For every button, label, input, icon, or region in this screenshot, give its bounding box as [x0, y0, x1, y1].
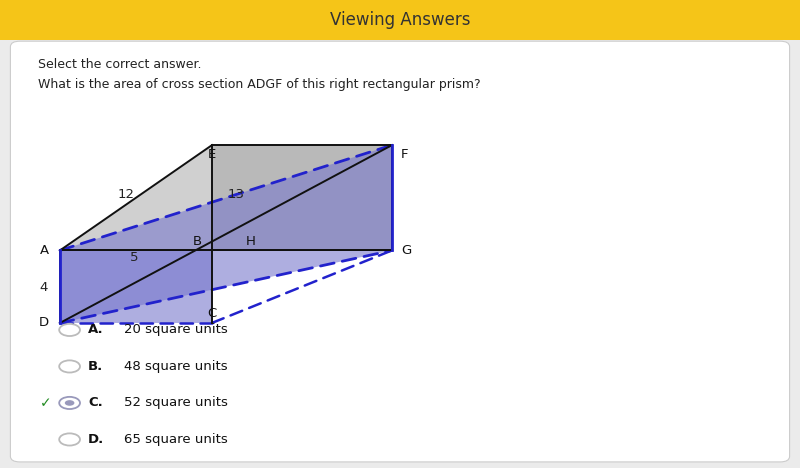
Text: 20 square units: 20 square units — [124, 323, 228, 336]
Circle shape — [59, 397, 80, 409]
Polygon shape — [212, 145, 392, 250]
Text: A: A — [39, 244, 49, 257]
Text: ✓: ✓ — [40, 396, 51, 410]
Text: What is the area of cross section ADGF of this right rectangular prism?: What is the area of cross section ADGF o… — [38, 78, 481, 91]
Text: 65 square units: 65 square units — [124, 433, 228, 446]
Text: A.: A. — [88, 323, 104, 336]
Text: C: C — [207, 307, 217, 320]
Circle shape — [59, 433, 80, 446]
Text: 13: 13 — [227, 188, 245, 201]
Polygon shape — [60, 145, 392, 323]
Text: B.: B. — [88, 360, 103, 373]
Polygon shape — [60, 145, 392, 250]
Circle shape — [59, 324, 80, 336]
Text: 5: 5 — [130, 251, 138, 264]
Text: D.: D. — [88, 433, 104, 446]
Text: 12: 12 — [117, 188, 134, 201]
Bar — [0, 0, 800, 40]
Text: C.: C. — [88, 396, 102, 410]
Circle shape — [65, 400, 74, 406]
Circle shape — [59, 360, 80, 373]
Text: E: E — [208, 148, 216, 161]
Polygon shape — [60, 250, 212, 323]
Text: 48 square units: 48 square units — [124, 360, 228, 373]
Text: G: G — [402, 244, 411, 257]
Text: Select the correct answer.: Select the correct answer. — [38, 58, 202, 71]
Text: B: B — [193, 235, 202, 249]
FancyBboxPatch shape — [10, 41, 790, 462]
Text: D: D — [39, 316, 49, 329]
Text: Viewing Answers: Viewing Answers — [330, 11, 470, 29]
Text: 52 square units: 52 square units — [124, 396, 228, 410]
Text: F: F — [400, 148, 408, 161]
Text: H: H — [246, 235, 255, 249]
Text: 4: 4 — [40, 281, 48, 294]
